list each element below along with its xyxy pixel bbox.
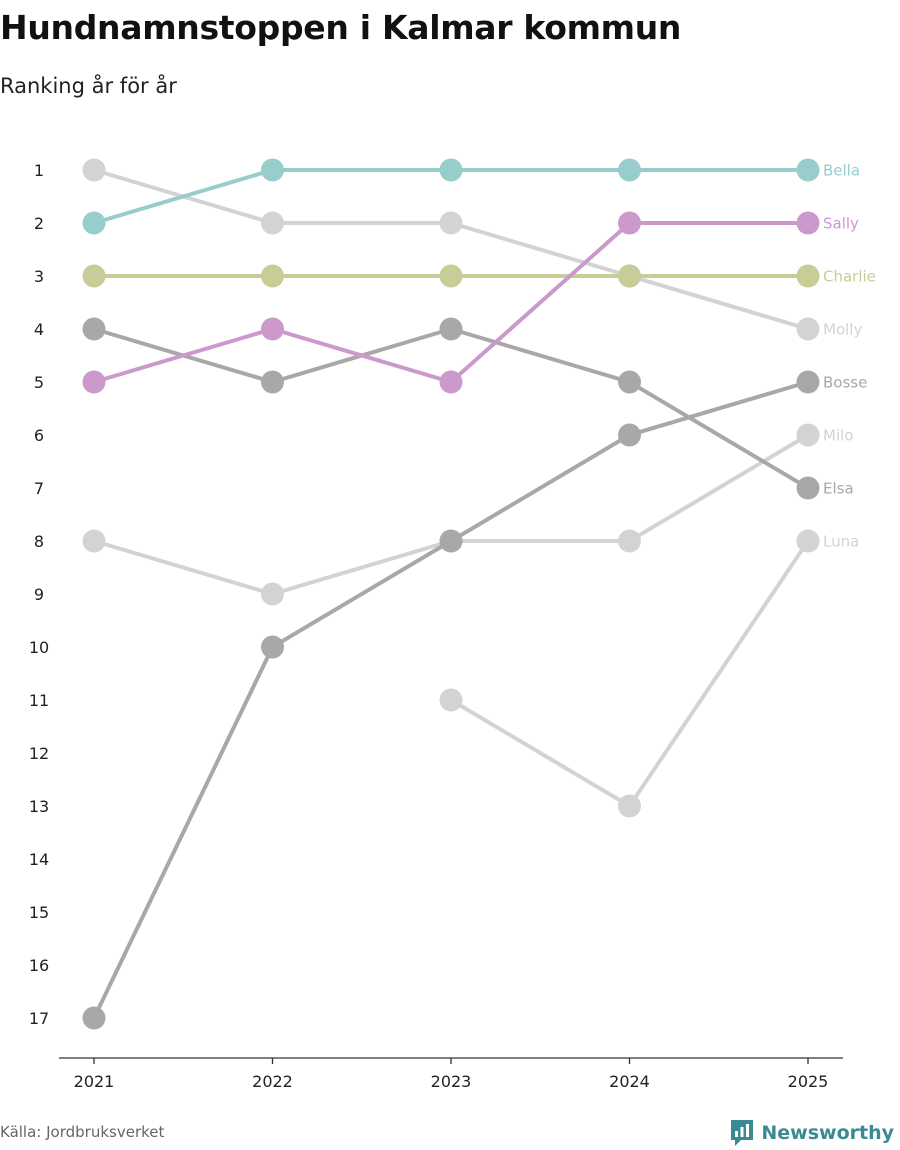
y-tick-label: 8 [34,532,44,551]
data-point-charlie[interactable] [618,264,641,288]
y-tick-label: 3 [34,267,44,286]
data-point-sally[interactable] [261,317,284,341]
data-point-bosse[interactable] [82,1006,106,1030]
chart-title: Hundnamnstoppen i Kalmar kommun [0,8,682,47]
data-point-charlie[interactable] [796,264,820,288]
data-point-sally[interactable] [82,370,106,394]
data-point-elsa[interactable] [618,370,641,394]
data-point-luna[interactable] [439,688,463,712]
data-point-bella[interactable] [439,158,463,182]
source-note: Källa: Jordbruksverket [0,1123,165,1141]
data-point-charlie[interactable] [439,264,463,288]
data-point-charlie[interactable] [82,264,106,288]
bar-chart-bubble-icon [731,1120,754,1146]
data-point-elsa[interactable] [261,370,284,394]
y-tick-label: 15 [29,903,49,922]
data-point-luna[interactable] [618,794,641,818]
y-tick-label: 10 [29,638,49,657]
series-milo [82,423,820,606]
series-line-milo [92,433,810,596]
data-point-bella[interactable] [618,158,641,182]
brand-name: Newsworthy [761,1122,894,1144]
data-point-sally[interactable] [796,211,820,235]
data-point-bosse[interactable] [261,635,284,659]
data-point-molly[interactable] [261,211,284,235]
series-sally [82,211,820,394]
y-tick-label: 14 [29,850,49,869]
data-point-bella[interactable] [796,158,820,182]
series-charlie [82,264,820,288]
data-point-elsa[interactable] [82,317,106,341]
y-tick-label: 7 [34,479,44,498]
data-point-milo[interactable] [618,529,641,553]
series-line-sally [92,221,810,384]
end-label-luna: Luna [823,533,859,551]
data-point-molly[interactable] [796,317,820,341]
series-layer [82,158,820,1030]
series-bella [82,158,820,235]
data-point-bella[interactable] [261,158,284,182]
data-point-milo[interactable] [261,582,284,606]
y-tick-label: 9 [34,585,44,604]
data-point-molly[interactable] [82,158,106,182]
y-tick-label: 5 [34,373,44,392]
data-point-bella[interactable] [82,211,106,235]
end-label-sally: Sally [823,215,859,233]
y-tick-label: 2 [34,214,44,233]
end-labels: Molly Luna Milo Elsa Bosse Charlie Sally Bella [823,162,876,551]
x-tick-label: 2024 [609,1072,650,1091]
x-tick-label: 2023 [431,1072,472,1091]
series-line-elsa [92,327,810,490]
data-point-elsa[interactable] [796,476,820,500]
y-tick-label: 16 [29,956,49,975]
x-tick-label: 2022 [252,1072,293,1091]
x-tick-label: 2021 [74,1072,115,1091]
data-point-bosse[interactable] [439,529,463,553]
y-tick-label: 13 [29,797,49,816]
end-label-bella: Bella [823,162,860,180]
end-label-milo: Milo [823,427,853,445]
series-line-molly [92,168,810,331]
data-point-sally[interactable] [618,211,641,235]
end-label-molly: Molly [823,321,862,339]
data-point-bosse[interactable] [796,370,820,394]
data-point-milo[interactable] [796,423,820,447]
y-tick-label: 11 [29,691,49,710]
data-point-elsa[interactable] [439,317,463,341]
data-point-bosse[interactable] [618,423,641,447]
data-point-charlie[interactable] [261,264,284,288]
series-molly [82,158,820,341]
chart-subtitle: Ranking år för år [0,74,177,98]
y-tick-label: 6 [34,426,44,445]
y-tick-label: 1 [34,161,44,180]
data-point-sally[interactable] [439,370,463,394]
end-label-elsa: Elsa [823,480,854,498]
end-label-bosse: Bosse [823,374,867,392]
y-tick-label: 17 [29,1009,49,1028]
y-tick-label: 12 [29,744,49,763]
end-label-charlie: Charlie [823,268,876,286]
series-luna [439,529,820,818]
x-axis: 2021 2022 2023 2024 2025 [59,1057,843,1091]
series-line-luna [449,539,810,808]
data-point-milo[interactable] [82,529,106,553]
brand-logo[interactable]: Newsworthy [729,1119,894,1147]
series-bosse [82,370,820,1030]
data-point-luna[interactable] [796,529,820,553]
series-elsa [82,317,820,500]
data-point-molly[interactable] [439,211,463,235]
x-tick-label: 2025 [788,1072,829,1091]
y-tick-label: 4 [34,320,44,339]
